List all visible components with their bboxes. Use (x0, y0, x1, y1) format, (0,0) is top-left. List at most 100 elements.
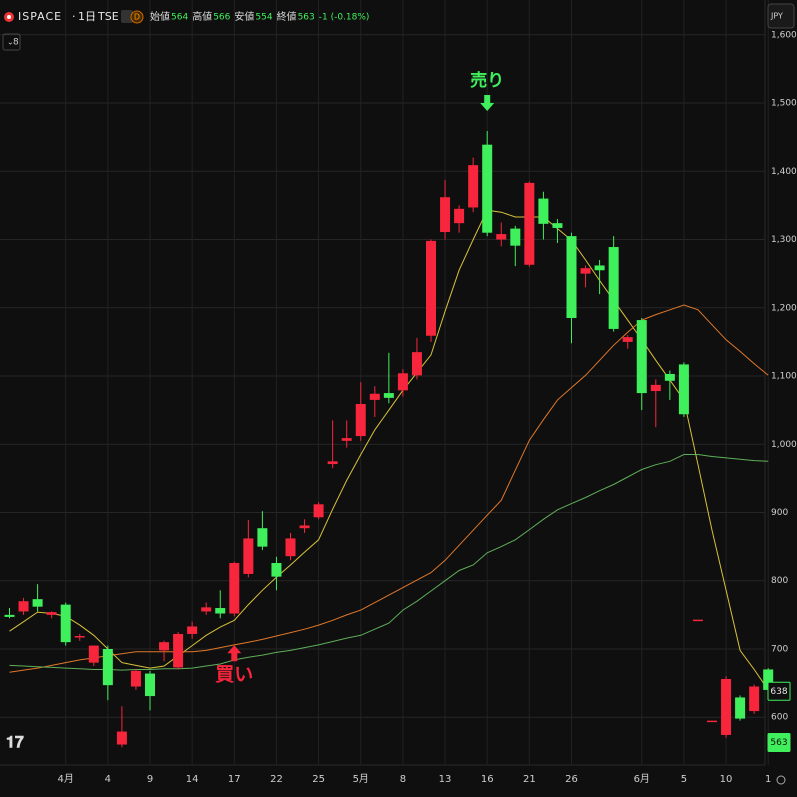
candle-body (383, 393, 394, 398)
y-tick-label: 600 (771, 713, 788, 723)
candle-body (215, 608, 226, 614)
currency: JPY (770, 12, 783, 21)
ohlc: 始値 564 高値 566 安値 554 終値 563 -1 (-0.18%) (150, 10, 369, 23)
candle-body (510, 228, 521, 246)
annotation: 売り (470, 70, 504, 91)
icon[interactable] (121, 10, 133, 23)
candle-body (650, 384, 661, 392)
candle-body (763, 669, 774, 690)
candle-body (187, 626, 198, 634)
settings-icon[interactable] (776, 775, 786, 785)
candle-body (692, 619, 703, 622)
x-tick-label: 4月 (58, 773, 74, 785)
indicator-count: 8 (13, 38, 19, 48)
x-tick-label: 26 (565, 774, 578, 785)
x-tick-label: 25 (312, 774, 325, 785)
y-tick-label: 900 (771, 508, 788, 518)
x-tick-label: 17 (228, 774, 241, 785)
arrow (480, 95, 495, 112)
candle-body (496, 234, 507, 240)
badge (130, 10, 144, 24)
candle-body (159, 642, 170, 651)
ohlc-value: 554 (255, 13, 272, 23)
candle-body (299, 525, 310, 529)
symbol: ISPACE (18, 10, 62, 23)
x-tick-label: 10 (720, 774, 733, 785)
ohlc-label: 安値 (234, 10, 254, 23)
candle-body (327, 461, 338, 465)
x-tick-label: 1 (765, 774, 771, 785)
x-tick-label: 14 (186, 774, 199, 785)
y-tick-label: 700 (771, 644, 788, 654)
candle-body (145, 673, 155, 697)
x-tick-label: 5月 (353, 773, 369, 785)
candle-body (130, 670, 141, 687)
y-tick-label: 1,100 (771, 372, 797, 382)
candle-body (426, 240, 436, 336)
price-label-box (767, 681, 791, 701)
y-tick-label: 1,600 (771, 30, 797, 40)
candle-body (594, 265, 605, 271)
tv-logo: 𝟏𝟕 (6, 733, 24, 752)
candle-body (622, 337, 633, 342)
candle-body (721, 679, 732, 735)
ohlc-value: 564 (171, 13, 188, 23)
arrow (227, 645, 242, 662)
exchange: TSE (97, 10, 119, 23)
x-tick-label: 8 (400, 774, 406, 785)
y-tick-label: 800 (771, 576, 788, 586)
candle-body (580, 268, 591, 274)
x-tick-label: 21 (523, 774, 536, 785)
y-tick-label: 1,500 (771, 99, 797, 109)
candle-body (749, 686, 760, 712)
candle-body (243, 538, 254, 574)
ohlc-value: 563 (298, 13, 315, 23)
candle-body (538, 198, 549, 224)
candle-body (116, 731, 127, 745)
candle-body (608, 247, 619, 329)
indicator-toggle[interactable] (2, 33, 21, 51)
candle-body (355, 403, 366, 437)
candle-body (664, 373, 675, 381)
candle-body (271, 563, 282, 577)
candle-body (468, 165, 479, 208)
candle-body (678, 364, 689, 415)
candle-body (735, 697, 746, 719)
ohlc-label: 終値 (277, 10, 297, 23)
candle-body (102, 648, 113, 686)
candle-body (173, 633, 184, 668)
y-tick-label: 1,300 (771, 235, 797, 245)
annotation: 買い (215, 664, 253, 686)
x-tick-label: 4 (105, 774, 111, 785)
candle-body (552, 223, 563, 228)
candle-body (707, 720, 717, 723)
candle-body (454, 208, 465, 224)
plot (0, 0, 774, 765)
candle-body (88, 645, 99, 663)
badge-text: D (134, 13, 140, 22)
candle-body (32, 599, 43, 607)
candle-body (257, 528, 268, 547)
ohlc-label: 始値 (150, 10, 170, 23)
x-tick-label: 13 (439, 774, 452, 785)
candle-body (341, 438, 352, 441)
candle-body (411, 352, 422, 376)
x-tick-label: 9 (147, 774, 153, 785)
candle-body (482, 144, 493, 233)
ohlc-value: 566 (213, 13, 230, 23)
candle-body (285, 538, 296, 557)
candle-body (440, 197, 451, 233)
price-label-box (767, 732, 791, 752)
ohlc-label: 高値 (192, 10, 212, 23)
x-tick-label: 16 (481, 774, 494, 785)
candle-body (397, 373, 408, 391)
logo (7, 15, 11, 19)
price-label: 563 (770, 738, 787, 748)
candle-body (369, 393, 380, 400)
y-tick-label: 1,000 (771, 440, 797, 450)
currency-button[interactable] (767, 3, 795, 29)
price-label: 638 (770, 687, 787, 697)
candle-body (18, 601, 29, 612)
